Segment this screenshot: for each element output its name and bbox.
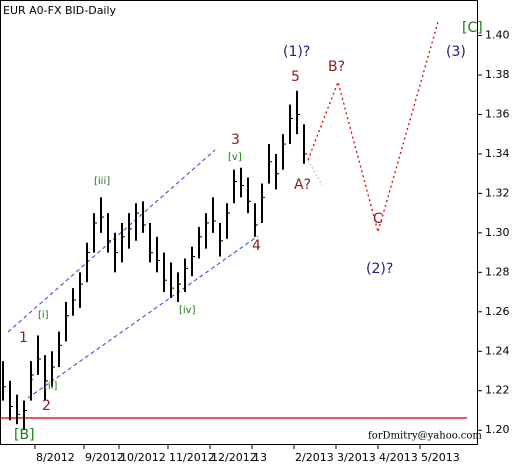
- wave-label: C: [373, 211, 383, 227]
- y-tick-label: 1.34: [485, 147, 510, 160]
- y-tick-label: 1.28: [485, 265, 510, 278]
- wave-label: [v]: [228, 152, 242, 163]
- x-tick-label: 5/2013: [421, 451, 460, 464]
- chart-title: EUR A0-FX BID-Daily: [3, 4, 117, 17]
- channel-upper: [7, 149, 216, 333]
- x-tick-label: 4/2013: [379, 451, 418, 464]
- y-tick-label: 1.20: [485, 423, 510, 436]
- y-tick-label: 1.36: [485, 107, 510, 120]
- x-tick-label: 8/2012: [36, 451, 75, 464]
- wave-label: A?: [294, 177, 311, 193]
- wave-label: 5: [291, 69, 300, 85]
- wave-label: (2)?: [366, 261, 393, 277]
- x-tick-label: 2/2013: [295, 451, 334, 464]
- wave-label: 4: [252, 238, 261, 254]
- wave-label: [iii]: [94, 176, 110, 187]
- y-tick-label: 1.40: [485, 29, 510, 42]
- wave-label: [B]: [14, 427, 35, 443]
- forecast-path: [307, 21, 439, 235]
- y-tick-label: 1.26: [485, 305, 510, 318]
- wave-label: 1: [19, 330, 28, 346]
- y-tick-label: 1.38: [485, 68, 510, 81]
- wave-label: [C]: [462, 20, 483, 36]
- y-tick-label: 1.22: [485, 384, 510, 397]
- plot-frame: [0, 0, 478, 445]
- wave-label: [i]: [38, 310, 49, 321]
- wave-label: [iv]: [179, 305, 196, 316]
- wave-label: (1)?: [283, 44, 310, 60]
- y-tick-label: 1.32: [485, 186, 510, 199]
- x-tick-label: 12/2012: [211, 451, 257, 464]
- forecast-branch: [307, 159, 323, 186]
- x-tick-label: 9/2012: [85, 451, 124, 464]
- x-tick-label: 3/2013: [337, 451, 376, 464]
- x-tick-label: 13: [253, 451, 267, 464]
- wave-label: 3: [231, 132, 240, 148]
- wave-label: 2: [42, 398, 51, 414]
- y-tick-label: 1.30: [485, 226, 510, 239]
- wave-label: [ii]: [44, 381, 57, 392]
- y-tick-label: 1.24: [485, 344, 510, 357]
- channel-lower: [27, 235, 259, 399]
- x-tick-label: 10/2012: [120, 451, 166, 464]
- wave-label: (3): [446, 44, 466, 60]
- wave-label: B?: [328, 59, 345, 75]
- watermark: forDmitry@yahoo.com: [368, 431, 482, 442]
- x-tick-label: 11/2012: [169, 451, 215, 464]
